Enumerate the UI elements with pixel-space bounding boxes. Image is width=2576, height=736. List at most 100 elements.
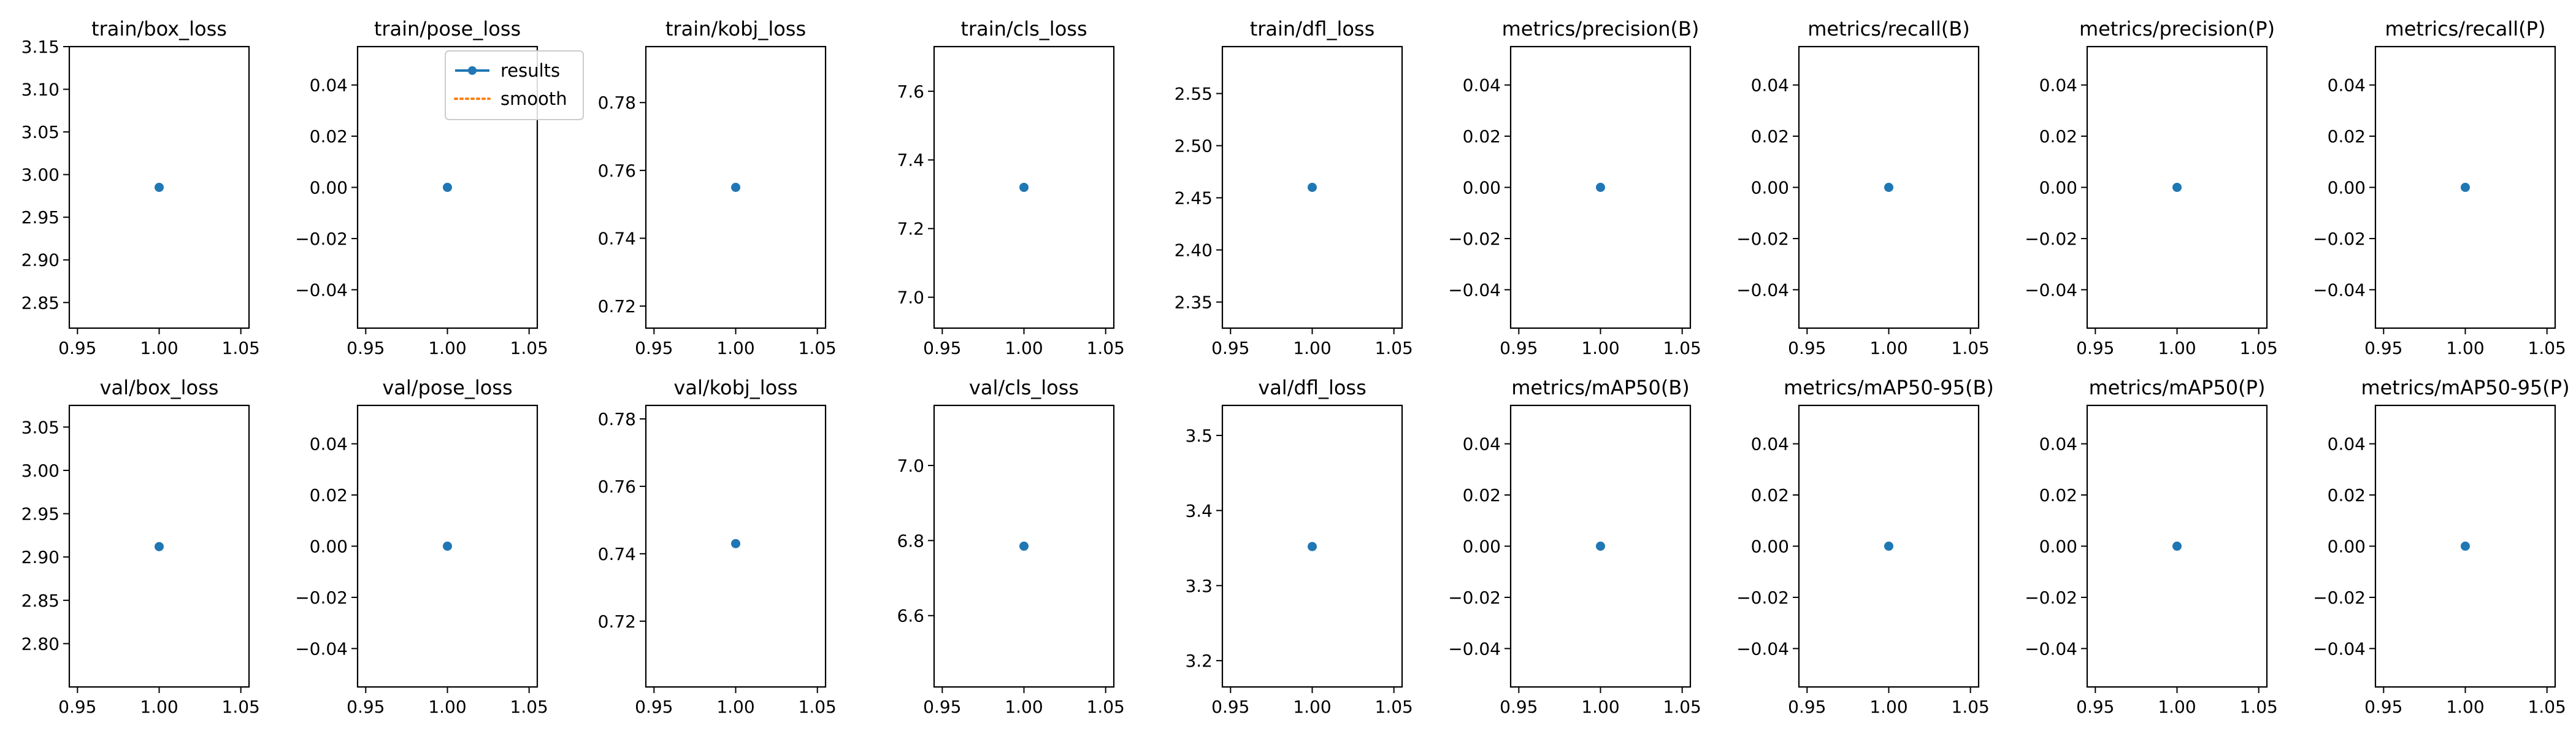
subplot-title: metrics/mAP50(B) <box>1511 376 1690 399</box>
y-tick-label: 2.50 <box>1175 136 1213 156</box>
subplot-title: val/kobj_loss <box>673 376 797 399</box>
y-tick-label: 0.00 <box>1751 178 1789 198</box>
y-tick-label: 2.95 <box>21 504 59 524</box>
x-tick-label: 0.95 <box>1211 697 1249 717</box>
y-tick-label: 0.02 <box>2039 126 2077 147</box>
y-tick-label: 3.00 <box>21 461 59 481</box>
y-tick-label: 0.02 <box>1463 485 1501 505</box>
y-tick-label: 0.02 <box>1751 126 1789 147</box>
y-tick-label: 0.78 <box>598 93 636 113</box>
results-point <box>1596 183 1605 192</box>
subplot-title: metrics/mAP50-95(P) <box>2361 376 2569 399</box>
y-tick-label: 3.05 <box>21 122 59 142</box>
y-tick-label: −0.04 <box>295 280 348 300</box>
subplot: metrics/mAP50-95(P) 0.95 1.00 1.05 −0.04 −0.0… <box>2313 376 2569 717</box>
x-tick-label: 1.00 <box>428 338 466 358</box>
subplot: val/dfl_loss 0.95 1.00 1.05 3.2 3.3 3.4 3.5 <box>1185 376 1413 717</box>
y-tick-label: −0.04 <box>2025 638 2077 659</box>
results-point <box>1019 542 1029 551</box>
y-tick-label: 0.04 <box>2039 434 2077 454</box>
x-tick-label: 0.95 <box>347 338 385 358</box>
legend-results-marker <box>468 66 477 75</box>
y-tick-label: 7.0 <box>897 456 924 476</box>
x-tick-label: 1.00 <box>2158 338 2196 358</box>
subplot-title: train/box_loss <box>91 17 227 40</box>
x-tick-label: 0.95 <box>58 338 96 358</box>
y-tick-label: 2.35 <box>1175 293 1213 313</box>
y-tick-label: −0.04 <box>1448 638 1501 659</box>
y-tick-label: 3.00 <box>21 165 59 185</box>
x-tick-label: 1.00 <box>1869 697 1907 717</box>
y-tick-label: 0.00 <box>1751 537 1789 557</box>
x-tick-label: 1.00 <box>2446 697 2484 717</box>
results-point <box>731 183 740 192</box>
subplot: val/cls_loss 0.95 1.00 1.05 6.6 6.8 7.0 <box>897 376 1124 717</box>
subplot: train/box_loss 0.95 1.00 1.05 2.85 2.90 2.95 3.… <box>21 17 260 358</box>
x-tick-label: 0.95 <box>1500 697 1538 717</box>
subplot-title: val/dfl_loss <box>1258 376 1367 399</box>
y-tick-label: −0.04 <box>295 638 348 659</box>
y-tick-label: 3.2 <box>1185 651 1213 671</box>
y-tick-label: 0.76 <box>598 477 636 497</box>
subplot: val/pose_loss 0.95 1.00 1.05 −0.04 −0.02 0.00 0… <box>295 376 548 717</box>
x-tick-label: 1.05 <box>510 697 548 717</box>
subplot-title: train/pose_loss <box>374 17 521 40</box>
y-tick-label: 0.00 <box>310 537 348 557</box>
x-tick-label: 1.05 <box>1087 697 1125 717</box>
y-tick-label: 0.00 <box>2328 537 2366 557</box>
x-tick-label: 0.95 <box>923 338 961 358</box>
x-tick-label: 1.00 <box>716 338 754 358</box>
y-tick-label: 2.85 <box>21 591 59 611</box>
y-tick-label: 3.3 <box>1185 576 1213 596</box>
y-tick-label: 0.00 <box>310 178 348 198</box>
x-tick-label: 1.05 <box>1663 697 1701 717</box>
x-tick-label: 0.95 <box>635 697 673 717</box>
x-tick-label: 0.95 <box>58 697 96 717</box>
x-tick-label: 1.05 <box>1663 338 1701 358</box>
x-tick-label: 1.05 <box>222 697 260 717</box>
x-tick-label: 0.95 <box>1788 338 1826 358</box>
x-tick-label: 1.05 <box>510 338 548 358</box>
y-tick-label: 0.00 <box>2039 178 2077 198</box>
x-tick-label: 1.00 <box>1581 338 1619 358</box>
results-point <box>1308 542 1317 551</box>
y-tick-label: 6.6 <box>897 606 924 626</box>
legend-label-results: results <box>500 60 560 81</box>
y-tick-label: 0.02 <box>310 485 348 505</box>
y-tick-label: 2.80 <box>21 634 59 654</box>
results-point <box>155 542 164 551</box>
y-tick-label: 0.78 <box>598 409 636 429</box>
legend-label-smooth: smooth <box>500 88 567 109</box>
y-tick-label: 0.00 <box>2328 178 2366 198</box>
x-tick-label: 1.05 <box>2240 338 2278 358</box>
results-point <box>1596 542 1605 551</box>
y-tick-label: 0.02 <box>2328 485 2366 505</box>
y-tick-label: 0.04 <box>310 75 348 96</box>
y-tick-label: 7.0 <box>897 288 924 308</box>
y-tick-label: 3.4 <box>1185 500 1213 521</box>
y-tick-label: 6.8 <box>897 531 924 551</box>
y-tick-label: 0.00 <box>1463 537 1501 557</box>
subplot-title: metrics/precision(B) <box>1502 17 1700 40</box>
y-tick-label: 0.04 <box>1463 75 1501 96</box>
y-tick-label: −0.02 <box>2313 588 2366 608</box>
x-tick-label: 0.95 <box>2076 697 2114 717</box>
subplot-title: metrics/mAP50(P) <box>2089 376 2266 399</box>
y-tick-label: −0.02 <box>1448 229 1501 249</box>
legend-box <box>445 50 584 120</box>
subplot-title: val/pose_loss <box>382 376 512 399</box>
x-tick-label: 1.00 <box>1005 697 1043 717</box>
y-tick-label: 0.72 <box>598 296 636 316</box>
y-tick-label: 3.05 <box>21 417 59 437</box>
y-tick-label: 0.76 <box>598 161 636 181</box>
subplot: metrics/precision(B) 0.95 1.00 1.05 −0.04 −0.… <box>1448 17 1701 358</box>
y-tick-label: 0.02 <box>2328 126 2366 147</box>
results-point <box>1308 183 1317 192</box>
x-tick-label: 0.95 <box>923 697 961 717</box>
x-tick-label: 1.00 <box>1581 697 1619 717</box>
y-tick-label: −0.02 <box>295 588 348 608</box>
x-tick-label: 1.05 <box>1375 338 1413 358</box>
y-tick-label: 2.45 <box>1175 188 1213 209</box>
x-tick-label: 0.95 <box>1788 697 1826 717</box>
